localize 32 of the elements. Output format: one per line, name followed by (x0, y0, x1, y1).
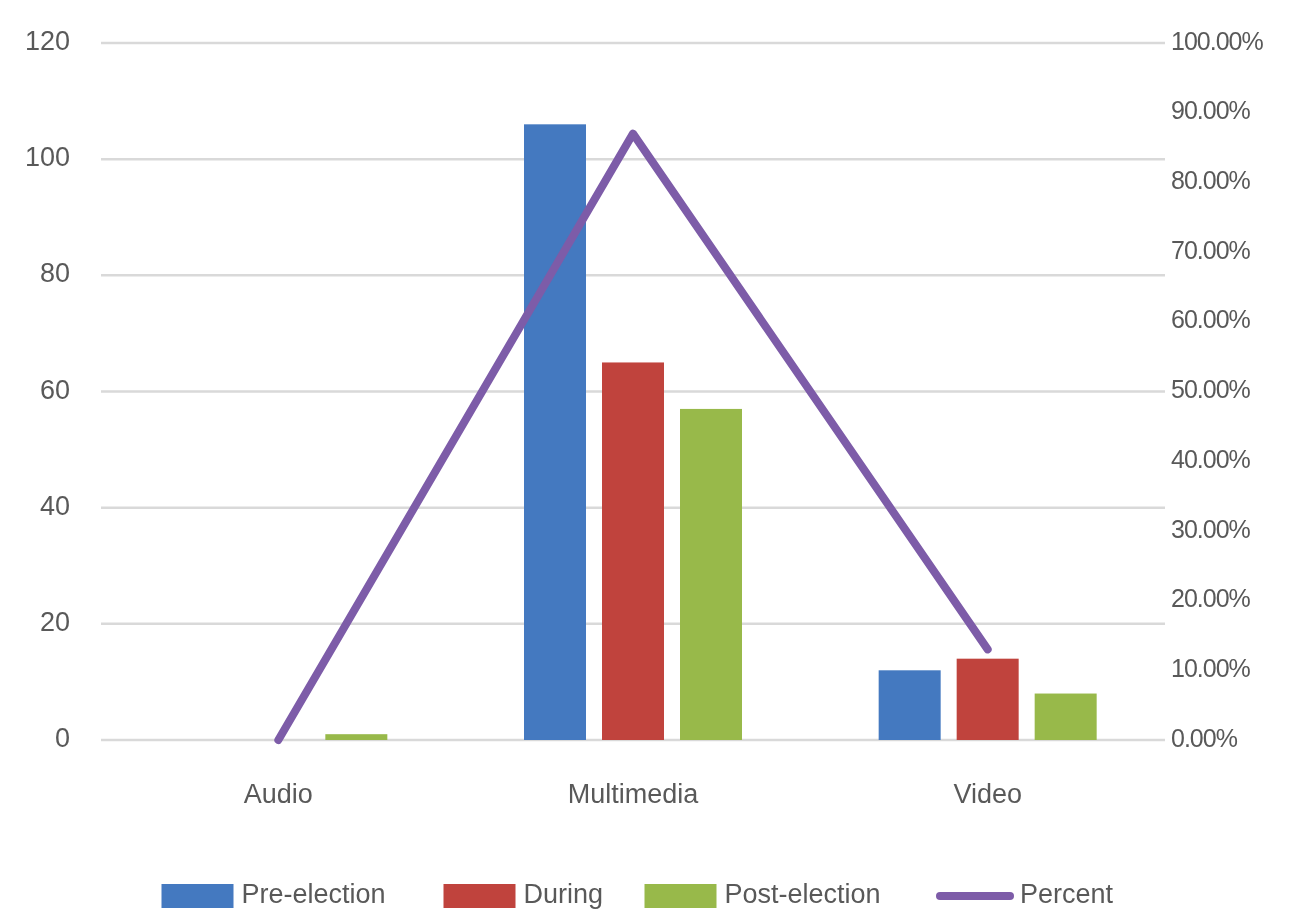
bar (878, 670, 941, 740)
legend-label: Percent (1020, 879, 1114, 910)
y2-tick-label: 0.00% (1171, 723, 1238, 752)
y-tick-label: 20 (39, 606, 70, 637)
x-tick-label: Video (953, 779, 1022, 809)
legend-label: Post-election (724, 879, 881, 910)
bar (602, 362, 664, 740)
y-tick-label: 0 (54, 723, 70, 754)
y2-tick-label: 10.00% (1171, 653, 1251, 682)
y2-tick-label: 90.00% (1171, 96, 1251, 125)
x-tick-label: Audio (243, 779, 313, 809)
y2-tick-label: 50.00% (1171, 375, 1251, 404)
bar (325, 734, 388, 740)
y2-tick-label: 80.00% (1171, 166, 1251, 195)
y-tick-label: 80 (39, 258, 70, 289)
y-tick-label: 120 (24, 26, 70, 57)
y-tick-label: 60 (39, 374, 70, 405)
y2-tick-label: 60.00% (1171, 305, 1251, 334)
x-tick-label: Multimedia (567, 779, 700, 809)
y2-tick-label: 20.00% (1171, 584, 1251, 613)
y2-tick-label: 100.00% (1171, 26, 1264, 55)
bar (680, 408, 742, 740)
y2-tick-label: 70.00% (1171, 235, 1251, 264)
y2-tick-label: 30.00% (1171, 514, 1251, 543)
y-tick-label: 100 (24, 142, 70, 173)
bar (1034, 693, 1097, 740)
bar (956, 658, 1019, 740)
y-tick-label: 40 (39, 490, 70, 521)
y2-tick-label: 40.00% (1171, 444, 1251, 473)
bar (524, 124, 586, 740)
legend-label: During (523, 879, 604, 910)
legend-label: Pre-election (241, 879, 386, 910)
